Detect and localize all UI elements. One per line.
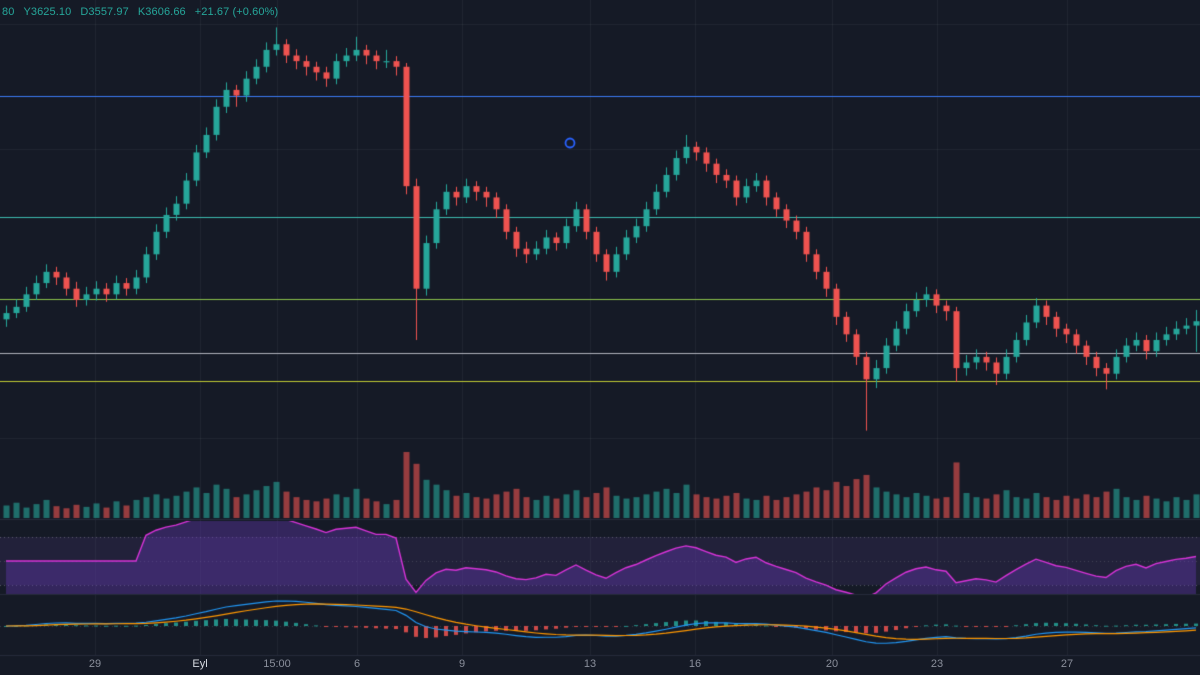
time-axis[interactable]: 29 Eyl 15:00 6 9 13 16 20 23 27 — [0, 656, 1200, 675]
time-tick-9: 9 — [458, 658, 466, 670]
legend-low-value: D3557.97 — [80, 6, 129, 18]
ohlc-legend: 80 Y3625.10 D3557.97 K3606.66 +21.67 (+0… — [2, 6, 278, 18]
legend-open-value: 80 — [2, 6, 15, 18]
time-tick-23: 23 — [930, 658, 944, 670]
time-tick-13: 13 — [583, 658, 597, 670]
legend-high-value: Y3625.10 — [23, 6, 72, 18]
time-tick-1500: 15:00 — [263, 658, 291, 670]
legend-close-value: K3606.66 — [137, 6, 186, 18]
legend-change-value: +21.67 (+0.60%) — [194, 6, 279, 18]
time-tick-29: 29 — [88, 658, 102, 670]
time-tick-27: 27 — [1060, 658, 1074, 670]
time-tick-20: 20 — [825, 658, 839, 670]
time-tick-16: 16 — [688, 658, 702, 670]
time-tick-eyl: Eyl — [192, 658, 208, 670]
time-tick-6: 6 — [353, 658, 361, 670]
